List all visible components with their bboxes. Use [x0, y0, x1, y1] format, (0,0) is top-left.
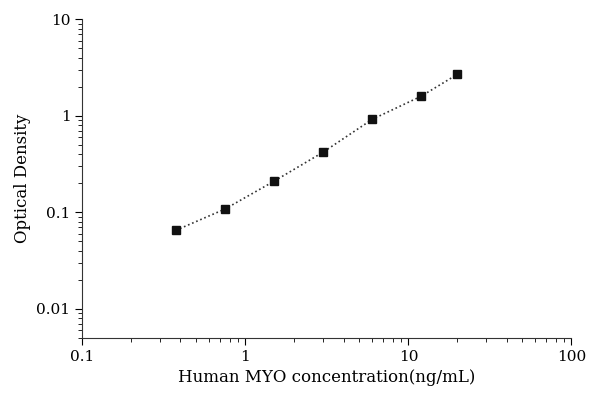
X-axis label: Human MYO concentration(ng/mL): Human MYO concentration(ng/mL)	[178, 369, 476, 386]
Y-axis label: Optical Density: Optical Density	[14, 114, 31, 243]
